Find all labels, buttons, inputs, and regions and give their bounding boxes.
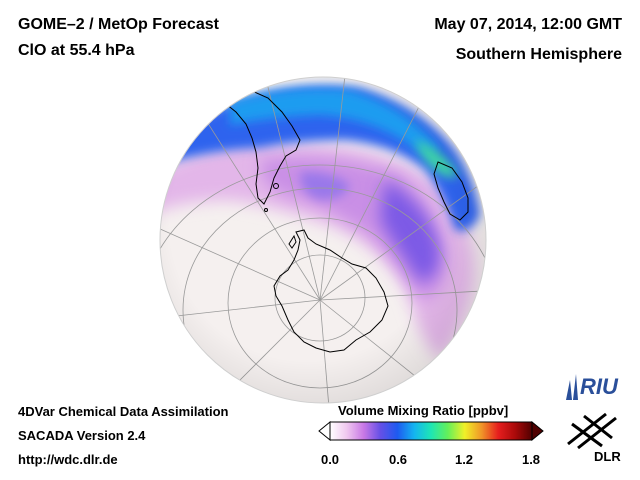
datetime-label: May 07, 2014, 12:00 GMT	[434, 16, 622, 33]
legend-title: Volume Mixing Ratio [ppbv]	[338, 403, 509, 418]
method-label: 4DVar Chemical Data Assimilation	[18, 404, 229, 419]
colorbar-tick: 1.2	[454, 452, 474, 467]
colorbar	[318, 420, 544, 442]
dlr-logo-text: DLR	[594, 449, 621, 464]
colorbar-min-arrow	[318, 420, 331, 442]
colorbar-tick: 0.0	[320, 452, 340, 467]
colorbar-tick: 1.8	[521, 452, 541, 467]
region-label: Southern Hemisphere	[455, 46, 622, 63]
colorbar-tick: 0.6	[388, 452, 408, 467]
globe-outline	[159, 76, 487, 404]
globe-shading	[160, 77, 486, 403]
riu-logo-mark	[566, 374, 578, 400]
colorbar-max-arrow	[531, 420, 544, 442]
species-label: ClO at 55.4 hPa	[18, 42, 135, 59]
product-title: GOME–2 / MetOp Forecast	[18, 16, 219, 33]
dlr-logo-mark	[567, 412, 617, 450]
url-link[interactable]: http://wdc.dlr.de	[18, 452, 118, 467]
riu-logo-text: RIU	[580, 374, 619, 399]
dlr-logo	[567, 412, 617, 450]
riu-logo: RIU	[566, 374, 619, 400]
version-label: SACADA Version 2.4	[18, 428, 146, 443]
colorbar-gradient	[329, 421, 533, 441]
